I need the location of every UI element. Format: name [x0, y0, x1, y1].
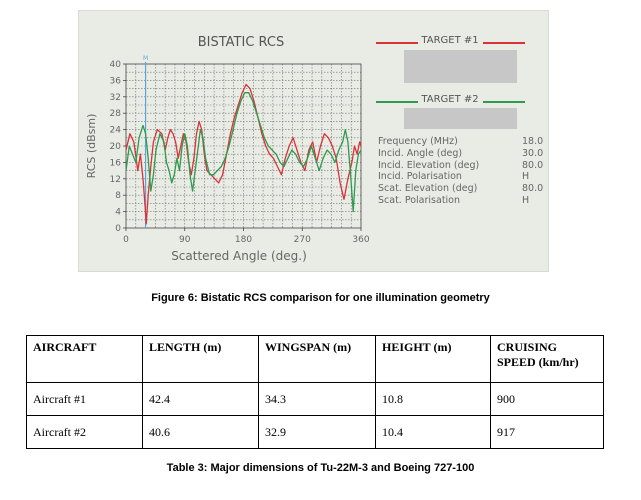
- table-header: AIRCRAFT: [26, 335, 143, 383]
- table-caption: Table 3: Major dimensions of Tu-22M-3 an…: [166, 462, 475, 474]
- table-cell: Aircraft #2: [26, 415, 143, 449]
- bistatic-rcs-figure: 0 4 8 12 16 20 24 28 32 36 40 0 90 180 270 360 BISTATIC …: [78, 10, 549, 272]
- x-tick-label: 360: [352, 235, 369, 245]
- table-cell: 917: [490, 415, 604, 449]
- y-tick-label: 8: [115, 191, 121, 201]
- series-line-target1: [125, 83, 362, 225]
- parameter-value: 18.0: [522, 136, 544, 147]
- legend-line-target2-right: [483, 101, 525, 103]
- table-cell: 10.4: [375, 415, 491, 449]
- table-header: WINGSPAN (m): [258, 335, 376, 383]
- parameter-row: Incid. Polarisation H: [378, 171, 548, 183]
- legend-target2: TARGET #2: [421, 94, 479, 105]
- series-line-target2: [125, 92, 362, 213]
- x-tick-label: 180: [235, 235, 252, 245]
- rcs-chart: 0 4 8 12 16 20 24 28 32 36 40 0 90 180 270 360 BISTATIC …: [85, 35, 370, 263]
- dimensions-table: AIRCRAFT LENGTH (m) WINGSPAN (m) HEIGHT …: [26, 335, 604, 449]
- table-cell: 32.9: [258, 415, 376, 449]
- y-tick-label: 36: [110, 76, 122, 86]
- parameter-value: H: [522, 171, 530, 183]
- parameter-row: Scat. Elevation (deg) 80.0: [378, 183, 548, 195]
- table-row: Aircraft #1 42.4 34.3 10.8 900: [26, 382, 604, 416]
- y-tick-label: 20: [110, 142, 122, 152]
- table-cell: Aircraft #1: [26, 382, 143, 416]
- legend-line-target1-left: [376, 42, 418, 44]
- y-tick-label: 16: [110, 158, 122, 168]
- legend-line-target2-left: [376, 101, 418, 103]
- y-axis-label: RCS (dBsm): [85, 114, 98, 179]
- chart-title: BISTATIC RCS: [198, 35, 285, 50]
- legend-target1: TARGET #1: [421, 35, 479, 46]
- table-cell: 42.4: [142, 382, 259, 416]
- target2-image-placeholder: [404, 108, 517, 129]
- parameter-row: Incid. Angle (deg) 30.0: [378, 148, 548, 160]
- x-axis-label: Scattered Angle (deg.): [171, 249, 307, 263]
- parameter-value: 80.0: [522, 159, 544, 171]
- parameter-label: Incid. Angle (deg): [378, 147, 463, 159]
- parameter-label: Incid. Elevation (deg): [378, 159, 480, 171]
- table-header: CRUISING SPEED (km/hr): [490, 335, 604, 383]
- parameter-value: 30.0: [522, 147, 544, 159]
- table-header-row: AIRCRAFT LENGTH (m) WINGSPAN (m) HEIGHT …: [26, 335, 604, 383]
- x-tick-label: 270: [294, 235, 311, 245]
- table-cell: 40.6: [142, 415, 259, 449]
- parameter-label: Frequency (MHz): [378, 136, 458, 147]
- y-tick-label: 40: [110, 60, 122, 70]
- legend-line-target1-right: [483, 42, 525, 44]
- parameter-row: Frequency (MHz) 18.0: [378, 136, 548, 148]
- parameter-label: Incid. Polarisation: [378, 171, 462, 183]
- parameter-row: Scat. Polarisation H: [378, 195, 548, 207]
- parameter-label: Scat. Elevation (deg): [378, 183, 478, 195]
- table-cell: 34.3: [258, 382, 376, 416]
- marker-label: M: [143, 55, 148, 62]
- parameter-label: Scat. Polarisation: [378, 194, 461, 206]
- y-tick-label: 28: [110, 109, 122, 119]
- figure-caption: Figure 6: Bistatic RCS comparison for on…: [151, 292, 490, 304]
- table-cell: 10.8: [375, 382, 491, 416]
- y-tick-label: 0: [115, 224, 121, 234]
- parameter-value: H: [522, 194, 530, 206]
- table-row: Aircraft #2 40.6 32.9 10.4 917: [26, 415, 604, 449]
- x-tick-label: 90: [179, 235, 191, 245]
- table-cell: 900: [490, 382, 604, 416]
- table-header: LENGTH (m): [142, 335, 259, 383]
- x-tick-label: 0: [123, 235, 129, 245]
- y-tick-label: 4: [115, 208, 121, 218]
- parameter-value: 80.0: [522, 183, 544, 195]
- target1-image-placeholder: [404, 50, 517, 83]
- table-header: HEIGHT (m): [375, 335, 491, 383]
- y-tick-label: 12: [110, 175, 121, 185]
- y-tick-label: 32: [110, 93, 121, 103]
- y-tick-label: 24: [110, 126, 122, 136]
- parameters-list: Frequency (MHz) 18.0 Incid. Angle (deg) 30…: [378, 136, 548, 207]
- parameter-row: Incid. Elevation (deg) 80.0: [378, 160, 548, 172]
